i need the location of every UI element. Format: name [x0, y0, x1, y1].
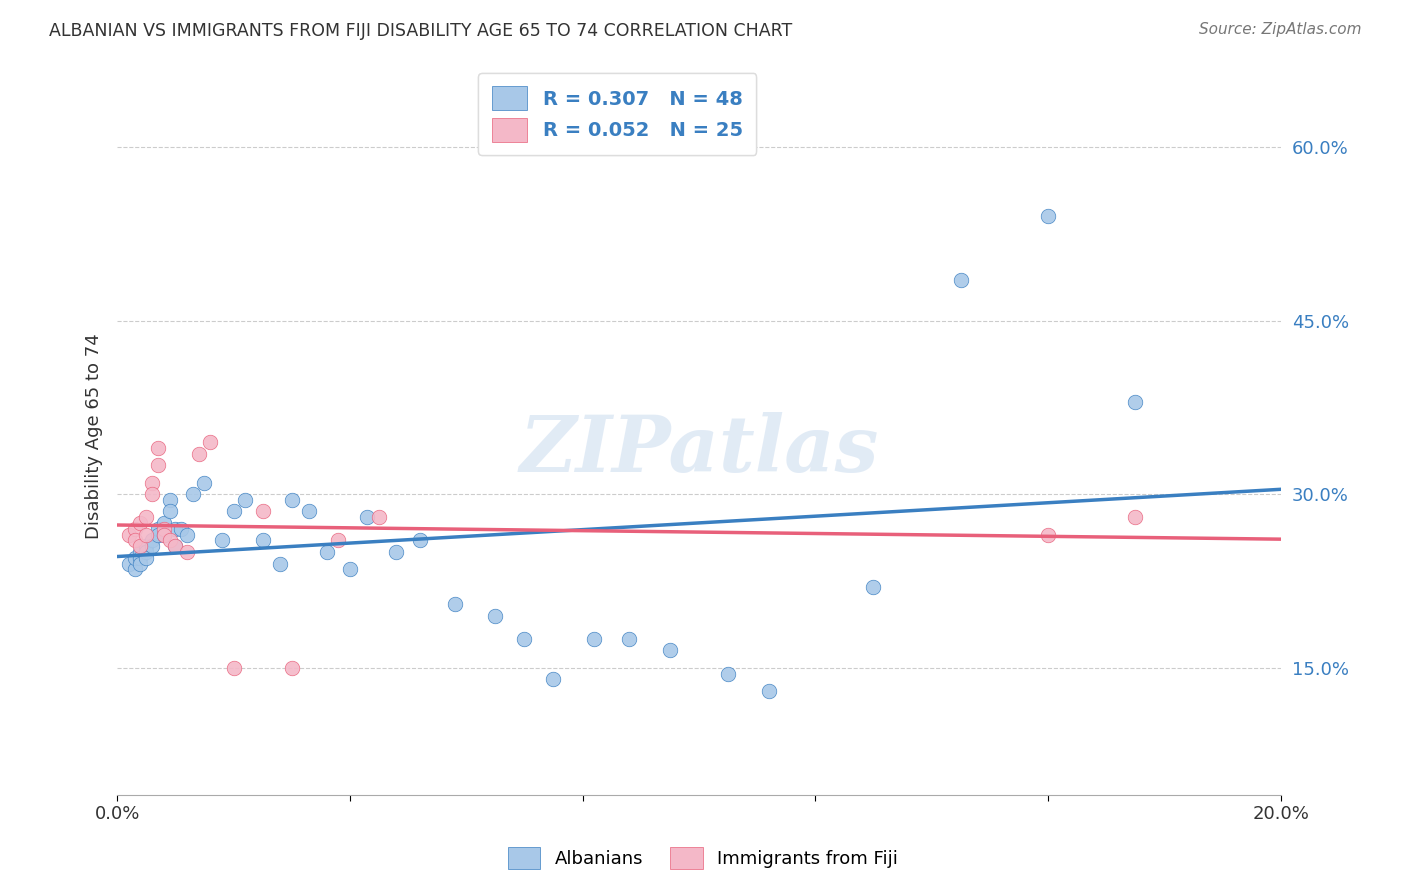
Point	[118, 527, 141, 541]
Point	[118, 557, 141, 571]
Point	[408, 533, 430, 548]
Legend: R = 0.307   N = 48, R = 0.052   N = 25: R = 0.307 N = 48, R = 0.052 N = 25	[478, 73, 756, 155]
Point	[135, 550, 157, 565]
Point	[124, 522, 146, 536]
Point	[152, 522, 174, 536]
Point	[298, 504, 321, 518]
Point	[176, 527, 198, 541]
Point	[280, 492, 302, 507]
Point	[141, 487, 163, 501]
Legend: Albanians, Immigrants from Fiji: Albanians, Immigrants from Fiji	[499, 838, 907, 879]
Point	[141, 533, 163, 548]
Point	[176, 545, 198, 559]
Point	[1123, 394, 1146, 409]
Point	[152, 527, 174, 541]
Point	[368, 510, 391, 524]
Text: Source: ZipAtlas.com: Source: ZipAtlas.com	[1198, 22, 1361, 37]
Point	[146, 441, 169, 455]
Point	[252, 533, 274, 548]
Point	[170, 522, 193, 536]
Point	[200, 435, 222, 450]
Point	[222, 661, 245, 675]
Point	[658, 643, 681, 657]
Point	[1036, 210, 1059, 224]
Point	[135, 545, 157, 559]
Point	[211, 533, 233, 548]
Point	[159, 492, 181, 507]
Point	[513, 632, 536, 646]
Point	[181, 487, 204, 501]
Point	[356, 510, 378, 524]
Point	[159, 533, 181, 548]
Point	[124, 533, 146, 548]
Point	[129, 557, 152, 571]
Point	[146, 458, 169, 473]
Point	[124, 562, 146, 576]
Point	[193, 475, 215, 490]
Point	[135, 527, 157, 541]
Point	[717, 666, 740, 681]
Point	[1036, 527, 1059, 541]
Point	[124, 550, 146, 565]
Point	[758, 684, 780, 698]
Point	[315, 545, 337, 559]
Point	[152, 527, 174, 541]
Point	[152, 516, 174, 530]
Point	[269, 557, 291, 571]
Point	[146, 527, 169, 541]
Point	[141, 475, 163, 490]
Point	[339, 562, 361, 576]
Point	[949, 273, 972, 287]
Y-axis label: Disability Age 65 to 74: Disability Age 65 to 74	[86, 334, 103, 539]
Point	[129, 539, 152, 553]
Point	[484, 608, 506, 623]
Point	[129, 545, 152, 559]
Text: ZIPatlas: ZIPatlas	[519, 412, 879, 489]
Point	[165, 539, 187, 553]
Point	[146, 522, 169, 536]
Point	[328, 533, 350, 548]
Point	[135, 510, 157, 524]
Point	[135, 539, 157, 553]
Point	[385, 545, 408, 559]
Point	[187, 447, 209, 461]
Point	[141, 539, 163, 553]
Point	[165, 522, 187, 536]
Point	[252, 504, 274, 518]
Point	[280, 661, 302, 675]
Point	[617, 632, 640, 646]
Point	[129, 550, 152, 565]
Point	[165, 539, 187, 553]
Point	[233, 492, 256, 507]
Point	[443, 597, 465, 611]
Text: ALBANIAN VS IMMIGRANTS FROM FIJI DISABILITY AGE 65 TO 74 CORRELATION CHART: ALBANIAN VS IMMIGRANTS FROM FIJI DISABIL…	[49, 22, 793, 40]
Point	[583, 632, 606, 646]
Point	[159, 504, 181, 518]
Point	[543, 673, 565, 687]
Point	[129, 516, 152, 530]
Point	[222, 504, 245, 518]
Point	[862, 580, 884, 594]
Point	[1123, 510, 1146, 524]
